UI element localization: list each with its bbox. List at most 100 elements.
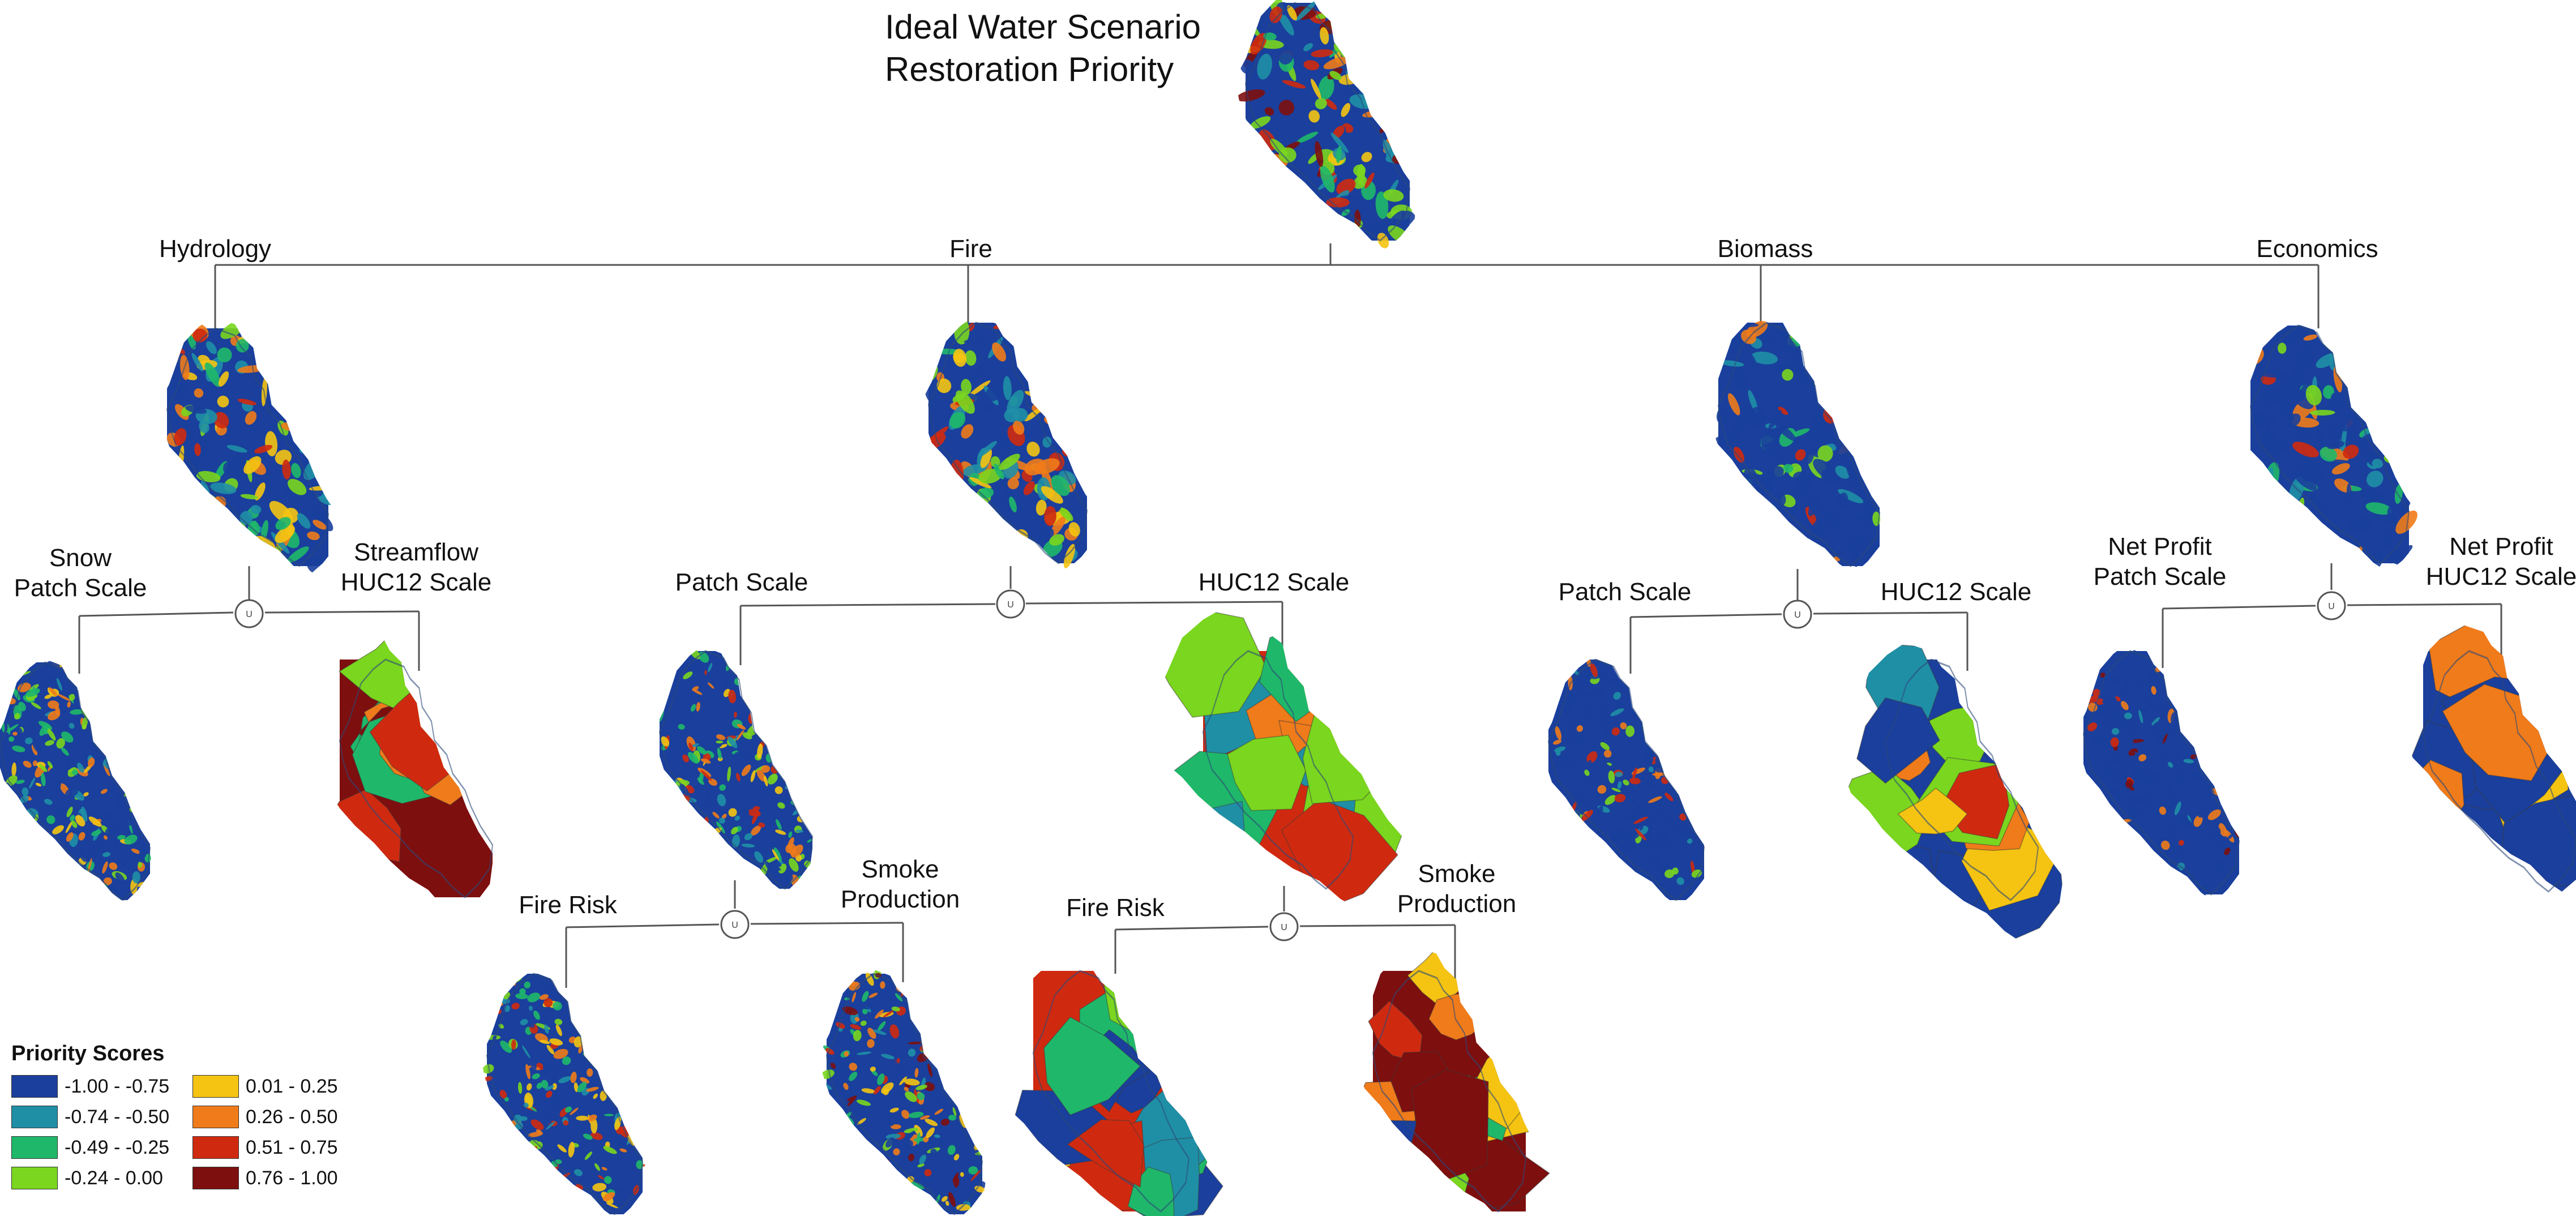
label-fire-huc12-fire-risk: Fire Risk [1066,894,1165,922]
watershed-map-fire-patch-smoke [820,969,988,1216]
legend-swatch [11,1167,58,1189]
legend-label: -1.00 - -0.75 [65,1075,170,1097]
legend-item: 0.76 - 1.00 [192,1167,374,1189]
tree-edge [2162,605,2316,610]
legend-item: 0.26 - 0.50 [192,1106,374,1128]
watershed-map-fire-patch [656,646,814,892]
union-node-fire-patch [720,910,750,939]
union-node-fire-huc12 [1269,912,1299,941]
label-line: Patch Scale [2093,562,2227,590]
legend-item: -0.74 - -0.50 [11,1106,192,1128]
union-symbol: U [731,920,738,930]
label-line: Net Profit [2449,533,2553,560]
legend-label: -0.74 - -0.50 [65,1106,170,1128]
watershed-map-fire-patch-firerisk [482,971,646,1216]
label-fire-huc12-smoke-production: Smoke Production [1397,859,1516,919]
tree-edge [1115,926,1269,931]
page-title: Ideal Water Scenario Restoration Priorit… [885,6,1201,91]
label-net-profit-huc12-scale: Net Profit HUC12 Scale [2426,532,2576,592]
legend-label: 0.26 - 0.50 [246,1106,338,1128]
watershed-map-economics [2238,324,2417,571]
label-fire-patch-smoke-production: Smoke Production [841,855,960,915]
union-symbol: U [246,610,253,619]
tree-edge [1025,601,1283,605]
legend-item: 0.01 - 0.25 [192,1075,374,1098]
union-symbol: U [1281,923,1287,932]
watershed-map-econ-patch [2078,644,2244,901]
tree-edge [1630,613,1782,618]
legend-swatch [192,1075,239,1098]
label-line: Streamflow [353,538,479,566]
tree-edge [740,603,996,607]
union-symbol: U [1794,610,1801,620]
legend-swatch [11,1075,58,1098]
watershed-map-overall [1235,0,1417,249]
label-net-profit-patch-scale: Net Profit Patch Scale [2094,532,2227,592]
watershed-map-hydro-streamflow-huc12 [301,627,494,919]
label-line: Snow [49,544,112,572]
legend-label: -0.49 - -0.25 [65,1136,170,1158]
tree-edge [264,610,420,614]
label-biomass-huc12-scale: HUC12 Scale [1880,578,2032,606]
title-line-2: Restoration Priority [885,50,1174,88]
legend-title: Priority Scores [11,1042,165,1065]
union-node-biomass [1783,600,1812,629]
tree-edge [566,923,720,928]
label-line: Production [840,885,960,913]
watershed-map-biomass-huc12 [1837,643,2064,943]
watershed-map-biomass-patch [1543,658,1708,906]
title-line-1: Ideal Water Scenario [885,8,1201,46]
legend-swatch [11,1136,58,1159]
priority-legend: Priority Scores -1.00 - -0.75 0.01 - 0.25… [11,1042,374,1189]
tree-edge [2347,603,2502,606]
legend-label: 0.76 - 1.00 [246,1167,338,1189]
watershed-map-hydro-snow-patch [0,660,153,902]
watershed-map-hydrology [160,320,339,573]
legend-item: -1.00 - -0.75 [11,1075,192,1098]
label-snow-patch-scale: Snow Patch Scale [14,543,147,603]
label-streamflow-huc12-scale: Streamflow HUC12 Scale [341,538,492,598]
label-line: Patch Scale [14,573,147,602]
legend-swatch [192,1136,239,1159]
union-symbol: U [2328,602,2335,611]
legend-label: -0.24 - 0.00 [65,1167,163,1189]
watershed-map-biomass [1710,315,1885,573]
tree-edge [1299,924,1456,927]
legend-item: 0.51 - 0.75 [192,1136,374,1159]
watershed-map-econ-huc12 [2400,623,2576,893]
label-fire: Fire [949,235,992,263]
label-fire-huc12-scale: HUC12 Scale [1198,568,1350,596]
union-node-fire [996,589,1025,619]
watershed-map-fire-huc12 [1145,607,1409,911]
watershed-map-fire [924,317,1099,568]
legend-label: 0.01 - 0.25 [246,1075,338,1097]
union-symbol: U [1007,600,1014,610]
legend-swatch [11,1106,58,1128]
tree-edge [1813,611,1968,615]
tree-edge [79,611,234,617]
tree-edge [750,922,904,925]
label-fire-patch-scale: Patch Scale [675,568,808,596]
label-line: HUC12 Scale [340,568,492,596]
label-fire-patch-fire-risk: Fire Risk [519,891,617,919]
label-biomass: Biomass [1717,235,1813,263]
legend-grid: -1.00 - -0.75 0.01 - 0.25 -0.74 - -0.50 0.2… [11,1075,374,1189]
legend-swatch [192,1167,239,1189]
label-biomass-patch-scale: Patch Scale [1558,578,1692,606]
label-economics: Economics [2256,235,2378,263]
watershed-map-fire-huc-firerisk [991,957,1229,1216]
label-hydrology: Hydrology [159,235,272,263]
label-line: Smoke [861,855,939,883]
label-line: Net Profit [2108,533,2212,560]
union-node-economics [2317,591,2346,620]
legend-item: -0.49 - -0.25 [11,1136,192,1159]
label-line: Production [1397,889,1517,918]
label-line: Smoke [1418,860,1496,888]
label-line: HUC12 Scale [2425,562,2576,590]
legend-swatch [192,1106,239,1128]
legend-label: 0.51 - 0.75 [246,1136,338,1158]
watershed-map-fire-huc-smoke [1353,945,1552,1216]
legend-item: -0.24 - 0.00 [11,1167,192,1189]
